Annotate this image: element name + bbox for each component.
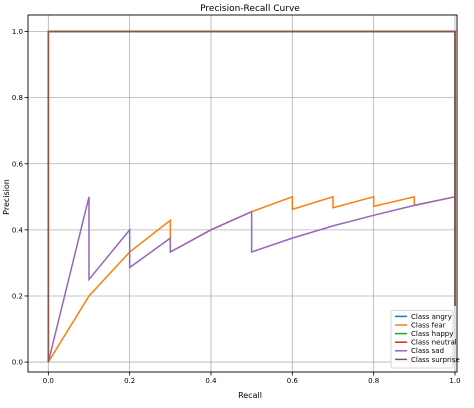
y-tick-label: 0.8 xyxy=(12,94,23,102)
y-tick-label: 0.0 xyxy=(12,359,23,367)
y-tick-label: 0.6 xyxy=(12,160,24,168)
y-tick-label: 0.4 xyxy=(12,226,24,234)
legend-label-class-fear: Class fear xyxy=(411,321,446,329)
series-line-class-sad xyxy=(47,196,456,363)
legend-label-class-angry: Class angry xyxy=(411,313,452,321)
x-tick-label: 0.2 xyxy=(124,377,135,385)
series-lines xyxy=(47,30,456,363)
x-tick-label: 0.0 xyxy=(43,377,54,385)
legend-label-class-surprise: Class surprise xyxy=(411,356,460,364)
x-tick-label: 0.6 xyxy=(287,377,299,385)
y-axis-label: Precision xyxy=(2,179,11,215)
series-line-class-fear xyxy=(47,195,456,363)
y-tick-label: 1.0 xyxy=(12,28,23,36)
chart-title: Precision-Recall Curve xyxy=(200,4,300,14)
legend-label-class-happy: Class happy xyxy=(411,330,453,338)
x-tick-label: 0.8 xyxy=(368,377,379,385)
x-tick-label: 0.4 xyxy=(205,377,217,385)
axis-ticks: 0.0 0.2 0.4 0.6 0.8 1.0 0.0 0.2 0.4 0.6 0.8 1.0 xyxy=(12,28,461,385)
x-tick-label: 1.0 xyxy=(449,377,460,385)
legend-label-class-neutral: Class neutral xyxy=(411,339,457,347)
y-tick-label: 0.2 xyxy=(12,292,23,300)
plot-frame xyxy=(27,14,458,373)
series-line-class-surprise xyxy=(47,30,456,363)
x-axis-label: Recall xyxy=(238,391,262,400)
legend-label-class-sad: Class sad xyxy=(411,347,444,355)
